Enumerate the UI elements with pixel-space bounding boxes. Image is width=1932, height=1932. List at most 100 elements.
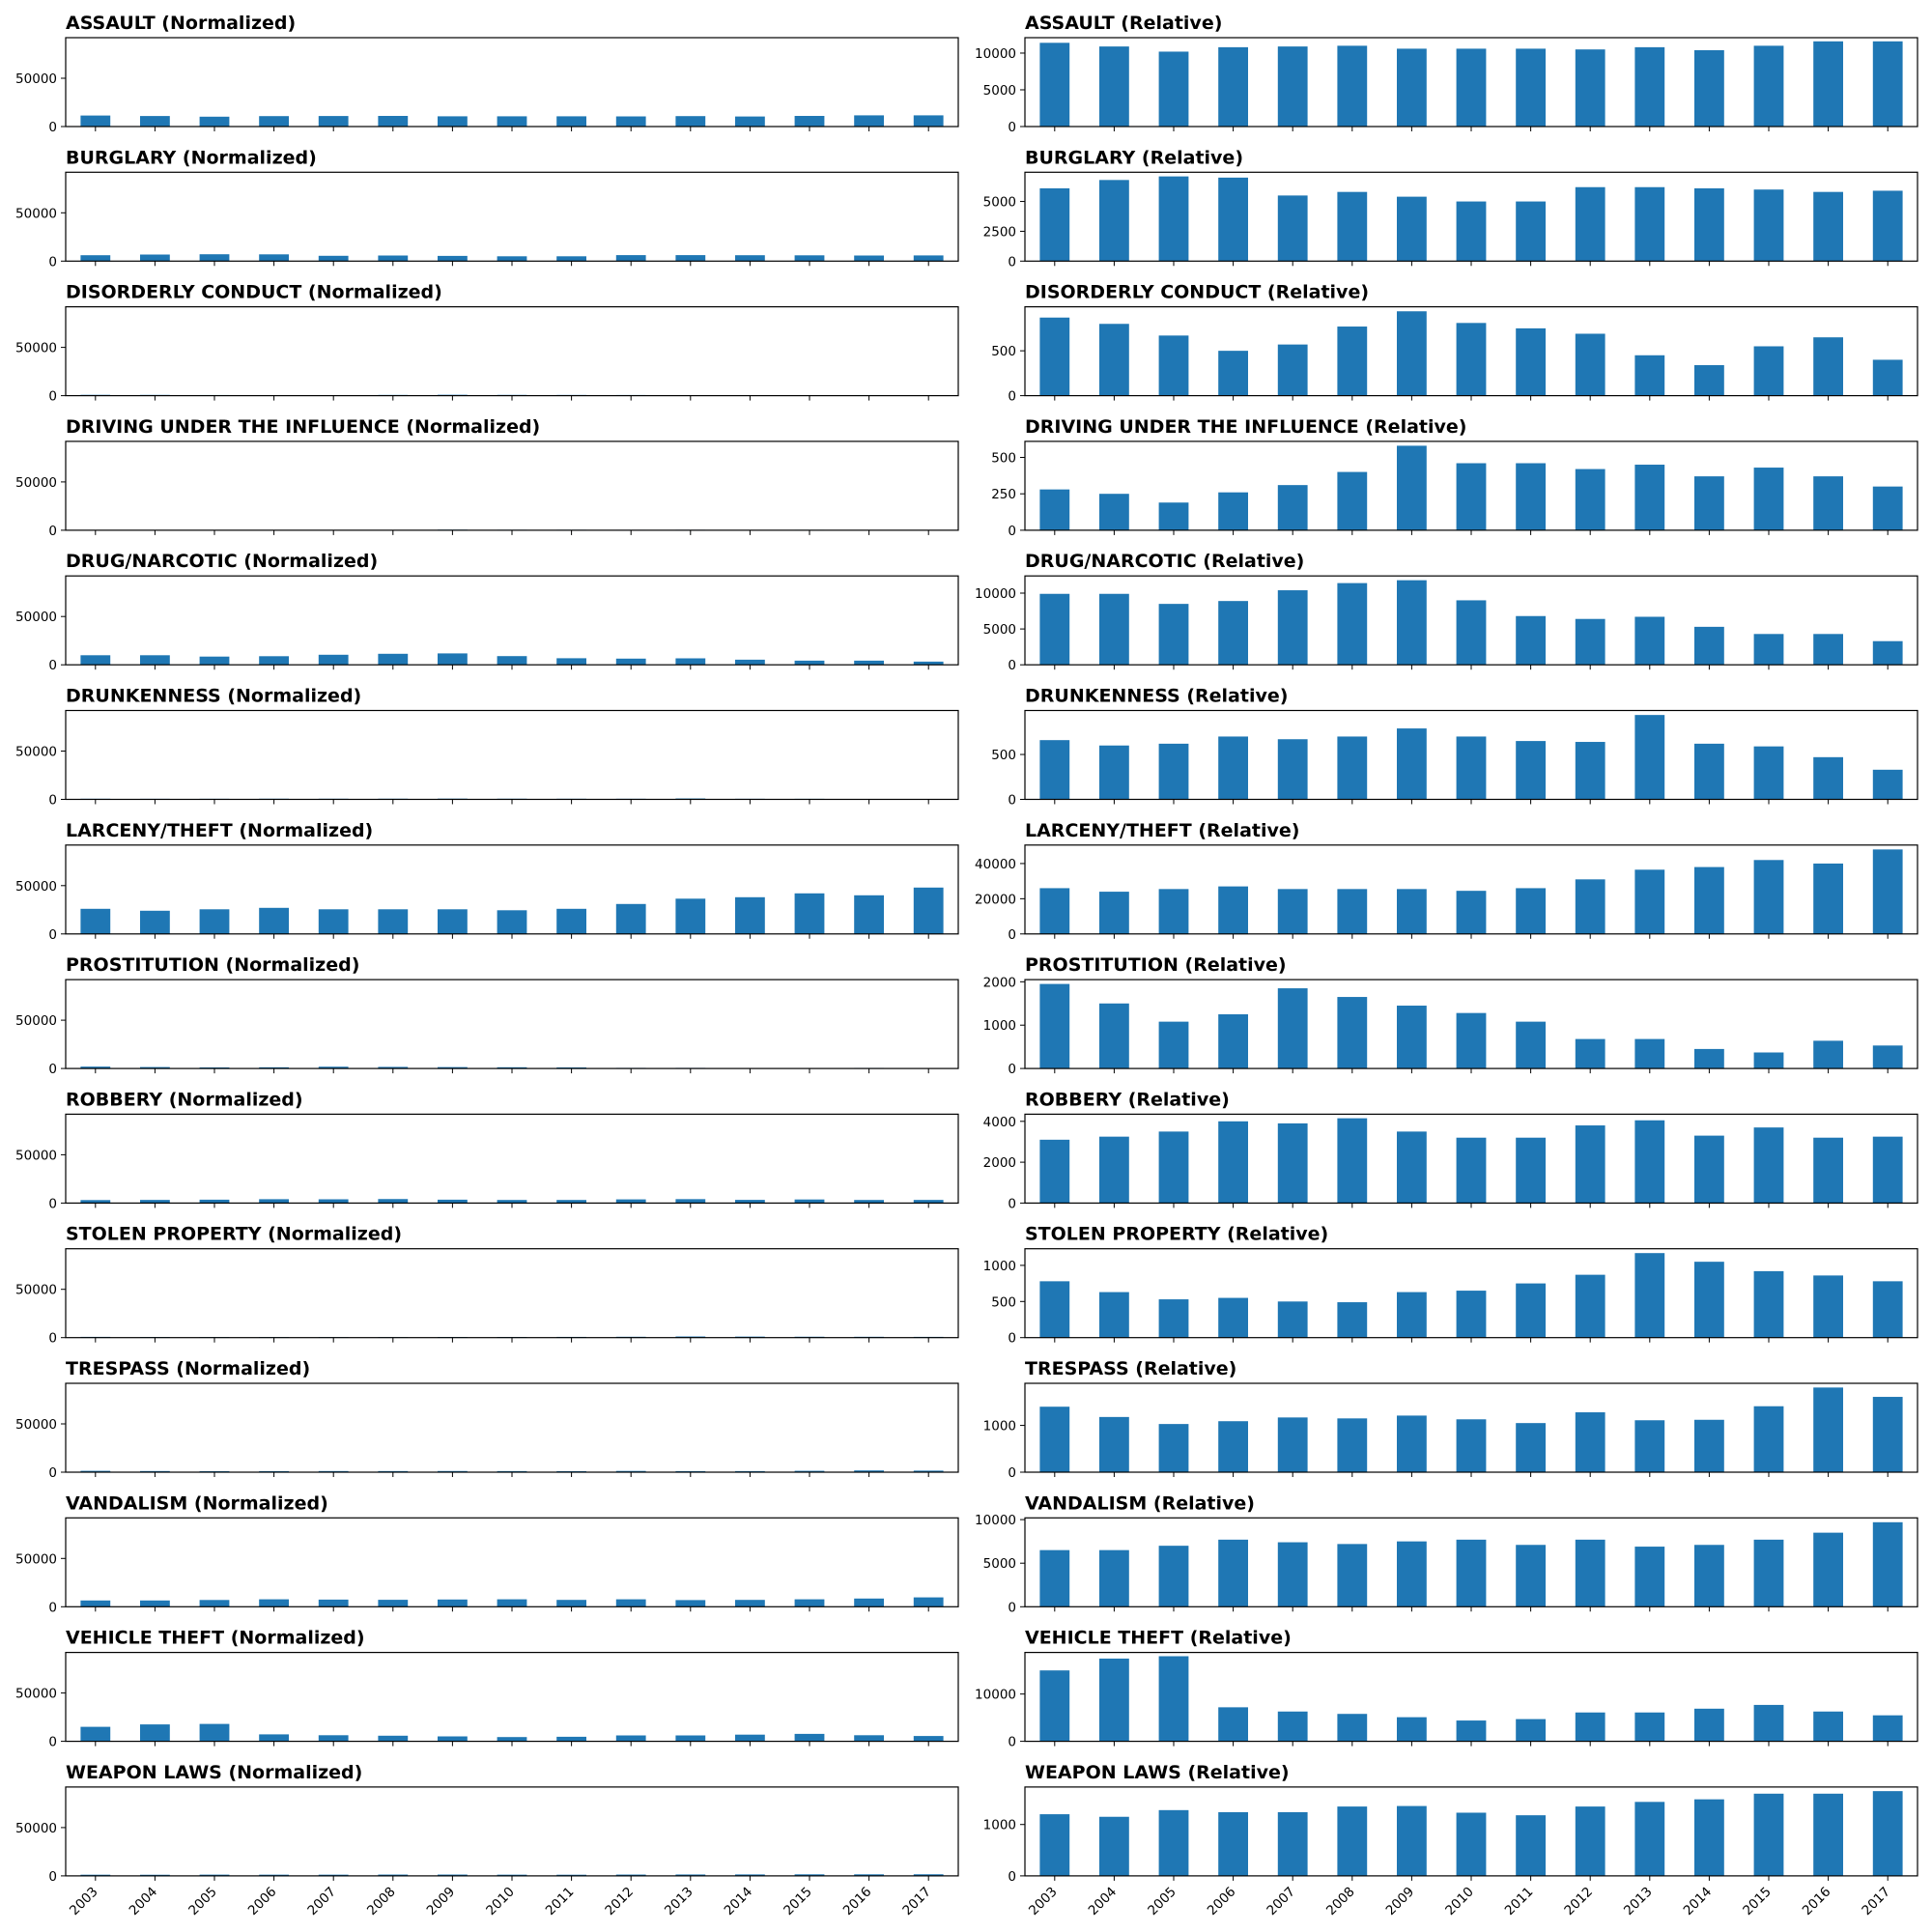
bar-2013 xyxy=(1634,1120,1665,1204)
subplot-title: PROSTITUTION (Normalized) xyxy=(66,954,359,976)
subplot-drug-narcotic-relative: DRUG/NARCOTIC (Relative) 0 5000 10000 xyxy=(975,551,1918,673)
y-tick-label: 5000 xyxy=(983,195,1016,211)
bar-2009 xyxy=(1397,48,1427,127)
y-tick-label: 50000 xyxy=(15,745,57,760)
bar-2013 xyxy=(675,1600,706,1607)
subplot-drunkenness-normalized: DRUNKENNESS (Normalized) 0 50000 xyxy=(15,686,959,809)
x-tick-label: 2006 xyxy=(245,1884,280,1918)
bar-2015 xyxy=(1753,45,1784,127)
bar-2004 xyxy=(140,1066,170,1069)
bar-2012 xyxy=(615,255,646,262)
bar-2017 xyxy=(1872,1715,1903,1742)
subplot-title: DISORDERLY CONDUCT (Normalized) xyxy=(66,282,442,303)
bar-2004 xyxy=(140,1200,170,1204)
bar-2011 xyxy=(1516,1021,1546,1069)
bar-2008 xyxy=(1337,1118,1368,1204)
bar-2005 xyxy=(1158,1424,1189,1472)
bar-2003 xyxy=(80,1726,111,1742)
bar-2017 xyxy=(913,255,944,262)
bar-2007 xyxy=(318,1599,349,1607)
y-tick-label: 50000 xyxy=(15,1821,57,1836)
y-tick-label: 0 xyxy=(1008,1735,1016,1750)
x-tick-label: 2017 xyxy=(899,1884,934,1918)
bar-2016 xyxy=(854,255,884,262)
subplot-prostitution-relative: PROSTITUTION (Relative) 0 1000 2000 xyxy=(983,954,1918,1077)
bar-2009 xyxy=(438,1470,468,1472)
bar-2012 xyxy=(615,903,646,934)
bar-2003 xyxy=(1039,317,1070,396)
bar-2006 xyxy=(259,1734,289,1742)
bar-2017 xyxy=(913,1597,944,1607)
y-tick-label: 0 xyxy=(48,254,57,270)
y-tick-label: 1000 xyxy=(983,1419,1016,1435)
subplot-title: STOLEN PROPERTY (Normalized) xyxy=(66,1224,402,1245)
x-tick-label: 2007 xyxy=(1264,1884,1298,1918)
bar-2013 xyxy=(675,116,706,127)
bar-2014 xyxy=(735,1600,765,1607)
bar-2006 xyxy=(1218,1421,1248,1472)
y-tick-label: 50000 xyxy=(15,206,57,221)
x-tick-label: 2016 xyxy=(1800,1884,1834,1918)
bar-2015 xyxy=(1753,1127,1784,1204)
bar-2003 xyxy=(1039,888,1070,934)
bar-2004 xyxy=(140,655,170,666)
bar-2017 xyxy=(1872,41,1903,127)
bar-2010 xyxy=(1456,463,1487,530)
bar-2015 xyxy=(1753,860,1784,934)
bar-2007 xyxy=(1277,485,1308,530)
y-tick-label: 2000 xyxy=(983,1155,1016,1171)
bar-2003 xyxy=(80,1874,111,1876)
y-tick-label: 2000 xyxy=(983,975,1016,990)
bar-2017 xyxy=(1872,1521,1903,1607)
subplot-larceny-theft-relative: LARCENY/THEFT (Relative) 0 20000 40000 xyxy=(975,820,1918,943)
y-tick-label: 0 xyxy=(48,1735,57,1750)
bar-2005 xyxy=(1158,335,1189,396)
bar-2005 xyxy=(1158,1021,1189,1069)
x-tick-label: 2015 xyxy=(781,1884,815,1918)
subplot-trespass-normalized: TRESPASS (Normalized) 0 50000 xyxy=(15,1358,959,1481)
subplot-vehicle-theft-relative: VEHICLE THEFT (Relative) 0 10000 xyxy=(975,1628,1918,1750)
bar-2008 xyxy=(1337,1544,1368,1607)
y-tick-label: 0 xyxy=(1008,1331,1016,1347)
bar-2009 xyxy=(438,116,468,127)
bar-2004 xyxy=(140,254,170,262)
bar-2011 xyxy=(556,116,586,127)
bar-2007 xyxy=(1277,1417,1308,1472)
bar-2014 xyxy=(1694,49,1724,127)
bar-2008 xyxy=(378,1199,409,1204)
bar-2009 xyxy=(438,1736,468,1742)
bar-2008 xyxy=(1337,1714,1368,1742)
bar-2003 xyxy=(1039,1281,1070,1338)
bar-2007 xyxy=(1277,1811,1308,1876)
bar-2007 xyxy=(1277,344,1308,396)
bar-2009 xyxy=(1397,445,1427,530)
bar-2006 xyxy=(1218,1539,1248,1607)
bar-2006 xyxy=(1218,46,1248,127)
bar-2012 xyxy=(1575,186,1605,262)
bar-2007 xyxy=(1277,46,1308,128)
bar-2011 xyxy=(1516,48,1546,127)
bar-2005 xyxy=(1158,502,1189,530)
subplot-vandalism-relative: VANDALISM (Relative) 0 5000 10000 xyxy=(975,1492,1918,1615)
bar-2005 xyxy=(1158,604,1189,666)
axes-frame xyxy=(65,1786,959,1877)
bar-2003 xyxy=(1039,1549,1070,1607)
subplot-drug-narcotic-normalized: DRUG/NARCOTIC (Normalized) 0 50000 xyxy=(15,551,959,673)
y-tick-label: 0 xyxy=(48,1062,57,1077)
y-tick-label: 0 xyxy=(48,120,57,135)
bar-2015 xyxy=(794,660,825,666)
bar-2010 xyxy=(497,1874,527,1876)
bar-2008 xyxy=(1337,471,1368,530)
bar-2013 xyxy=(1634,1712,1665,1742)
bar-2009 xyxy=(438,1874,468,1876)
bar-2012 xyxy=(615,658,646,666)
bar-2012 xyxy=(1575,1806,1605,1876)
bar-2012 xyxy=(1575,742,1605,800)
bar-2011 xyxy=(1516,1283,1546,1338)
bar-2004 xyxy=(1099,1816,1129,1876)
x-tick-label: 2007 xyxy=(304,1884,339,1918)
bar-2013 xyxy=(1634,1420,1665,1472)
bar-2013 xyxy=(1634,715,1665,800)
subplot-title: BURGLARY (Normalized) xyxy=(66,147,317,168)
subplot-title: DRUNKENNESS (Relative) xyxy=(1025,686,1288,707)
